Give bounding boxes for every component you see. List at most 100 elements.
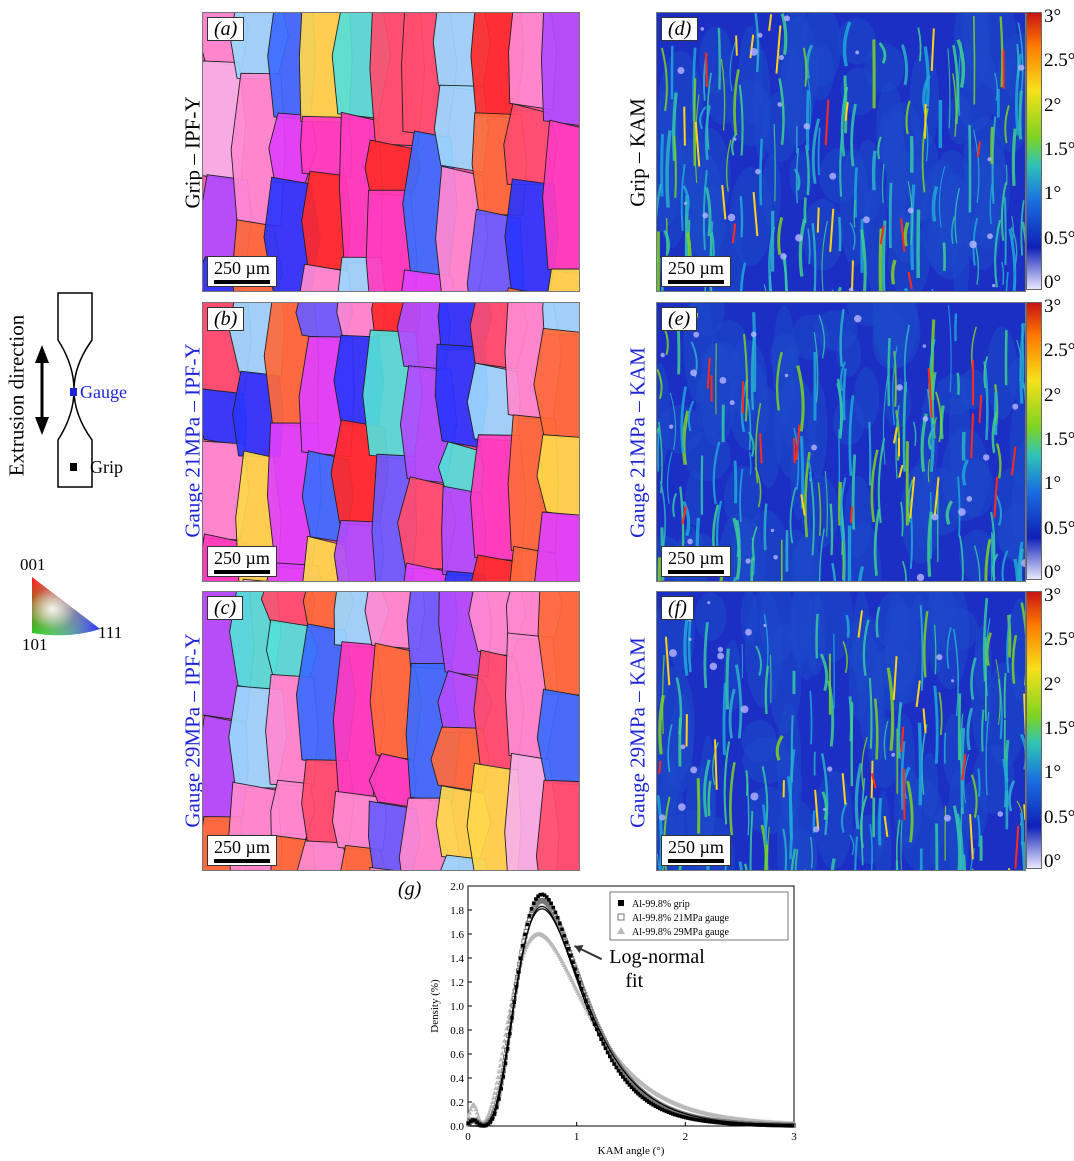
data-point: [489, 1099, 495, 1105]
ipf-key-101: 101: [22, 635, 48, 654]
colorbar-gradient: [1026, 591, 1042, 869]
data-point: [664, 1109, 669, 1114]
colorbar-tick-label: 3°: [1044, 6, 1062, 27]
panel-label-b: (b): [207, 307, 245, 331]
data-point: [494, 1080, 500, 1085]
colorbar-tick-label: 3°: [1044, 296, 1062, 317]
data-point: [675, 1113, 679, 1118]
data-point: [491, 1095, 497, 1100]
data-point: [555, 915, 560, 920]
data-point: [571, 960, 575, 965]
data-point: [638, 1093, 643, 1098]
data-point: [677, 1114, 682, 1118]
colorbar-tick-label: 2°: [1044, 384, 1062, 406]
colorbar-tick-label: 0°: [1044, 851, 1062, 872]
panel-label-g: (g): [398, 878, 422, 900]
colorbar-tick-label: 2.5°: [1044, 340, 1074, 362]
data-point: [544, 895, 549, 899]
data-point: [564, 940, 569, 945]
data-point: [666, 1110, 671, 1115]
y-tick-label: 1.4: [450, 953, 464, 965]
scale-bar-d: 250 µm: [661, 256, 731, 287]
data-point: [562, 933, 566, 938]
colorbar-tick-label: 2.5°: [1044, 629, 1074, 651]
data-point: [651, 1103, 656, 1107]
data-point: [488, 1103, 494, 1109]
data-point: [518, 956, 523, 961]
data-point: [493, 1085, 499, 1090]
annotation-line1: Log-normal: [609, 946, 705, 968]
data-point: [495, 1074, 501, 1080]
fit-line: [470, 908, 795, 1127]
data-point: [473, 1106, 479, 1112]
colorbar-gradient: [1026, 302, 1042, 580]
colorbar-tick-label: 0.5°: [1044, 227, 1074, 249]
data-point: [631, 1087, 636, 1092]
colorbar-tick-label: 1°: [1044, 473, 1062, 495]
data-point: [551, 905, 556, 910]
kam-density-chart: 0.0 0.2 0.4 0.6 0.8 1.0 1.2 1.4 1.6 1.8 2.0 0 1 2 3 KAM…: [429, 881, 797, 1157]
y-tick-label: 0.2: [450, 1097, 464, 1109]
data-point: [636, 1091, 640, 1096]
data-point: [640, 1095, 645, 1100]
scale-bar-a: 250 µm: [207, 256, 277, 287]
data-point: [588, 1011, 593, 1015]
data-point: [553, 910, 558, 915]
colorbar-tick-label: 1.5°: [1044, 718, 1074, 739]
data-point: [466, 1113, 472, 1119]
data-point: [573, 967, 577, 971]
data-point: [529, 910, 535, 916]
data-point: [590, 1016, 595, 1021]
y-tick-label: 0.0: [450, 1121, 464, 1133]
panel-label-e: (e): [661, 307, 698, 331]
data-point: [542, 893, 547, 898]
data-point: [686, 1116, 690, 1120]
data-point: [468, 1106, 474, 1112]
data-point: [498, 1056, 504, 1062]
data-point: [496, 1068, 502, 1074]
data-point: [642, 1097, 647, 1101]
grip-marker: [70, 463, 77, 471]
data-point: [679, 1114, 684, 1119]
data-point: [477, 1122, 482, 1126]
data-point: [566, 947, 571, 951]
scale-bar-b: 250 µm: [207, 546, 277, 577]
ipf-map-grip: (a) 250 µm: [202, 12, 580, 292]
data-point: [629, 1085, 634, 1090]
data-point: [586, 1005, 590, 1010]
data-point: [547, 898, 551, 902]
data-point: [699, 1118, 703, 1123]
data-point: [692, 1117, 697, 1122]
data-point: [529, 906, 534, 911]
row-label-f: Gauge 29MPa – KAM: [625, 637, 650, 828]
data-point: [549, 901, 553, 906]
dogbone-specimen: [35, 292, 93, 488]
x-tick-label: 2: [683, 1131, 689, 1143]
data-point: [697, 1118, 701, 1122]
legend-marker: [618, 900, 624, 906]
legend-label: Al-99.8% 21MPa gauge: [632, 913, 729, 924]
data-point: [466, 1121, 471, 1126]
grip-label: Grip: [90, 457, 123, 477]
data-point: [705, 1119, 710, 1124]
x-tick-label: 3: [791, 1131, 797, 1143]
data-point: [649, 1101, 653, 1106]
annotation-line2: fit: [625, 970, 643, 992]
data-point: [684, 1115, 688, 1120]
ipf-key-111: 111: [98, 623, 123, 642]
data-point: [558, 921, 562, 926]
kam-map-gauge-29mpa: (f) 250 µm: [656, 591, 1026, 871]
data-point: [657, 1106, 662, 1111]
y-tick-label: 2.0: [450, 881, 464, 893]
y-axis-label: Density (%): [429, 979, 441, 1033]
data-point: [660, 1107, 664, 1112]
panel-label-d: (d): [661, 17, 699, 41]
data-point: [540, 892, 545, 897]
data-point: [486, 1110, 492, 1115]
data-point: [492, 1090, 498, 1095]
data-point: [560, 927, 564, 932]
data-point: [523, 932, 527, 937]
data-point: [525, 922, 530, 927]
data-point: [497, 1062, 503, 1068]
legend-marker: [617, 927, 625, 934]
